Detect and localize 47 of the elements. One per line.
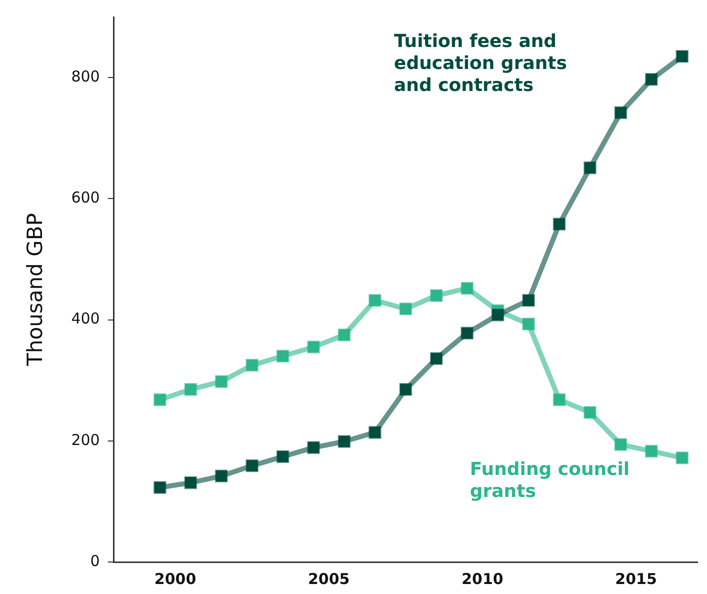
point [645,444,658,458]
point [676,451,689,464]
point [584,406,596,419]
y-tick-label: 0 [90,552,100,570]
y-tick-label: 800 [71,67,100,86]
point [307,340,320,354]
y-axis-title: Thousand GBP [23,213,48,367]
point [522,294,535,307]
point [368,426,382,439]
point [399,302,412,316]
point [338,435,351,448]
point [614,106,628,120]
point [522,318,535,330]
point [430,352,443,365]
text: Tuition fees and education grants and contracts [394,31,567,96]
series-label: Funding council grants [470,458,630,502]
point [307,441,320,454]
point [552,393,566,406]
point [276,350,290,363]
point [338,328,351,342]
point [154,481,166,494]
point [246,358,258,372]
point [676,50,689,63]
point [491,308,504,322]
y-tick-label: 400 [71,310,100,328]
point [645,72,658,86]
point [460,326,474,340]
point [154,393,166,406]
point [368,294,382,307]
point [460,282,474,295]
point [276,450,290,464]
point [614,438,628,451]
y-tick-label: 600 [71,188,100,207]
point [214,470,228,482]
point [184,476,198,490]
point [399,383,412,396]
point [214,375,228,388]
x-tick-label: 2015 [615,570,657,588]
point [246,459,258,472]
y-tick-label: 200 [71,430,100,449]
point [552,218,566,231]
x-tick-label: 2010 [462,570,504,588]
point [184,383,198,396]
point [584,161,596,174]
x-tick-label: 2005 [308,570,350,588]
x-tick-label: 2000 [154,570,196,588]
point [430,289,443,302]
